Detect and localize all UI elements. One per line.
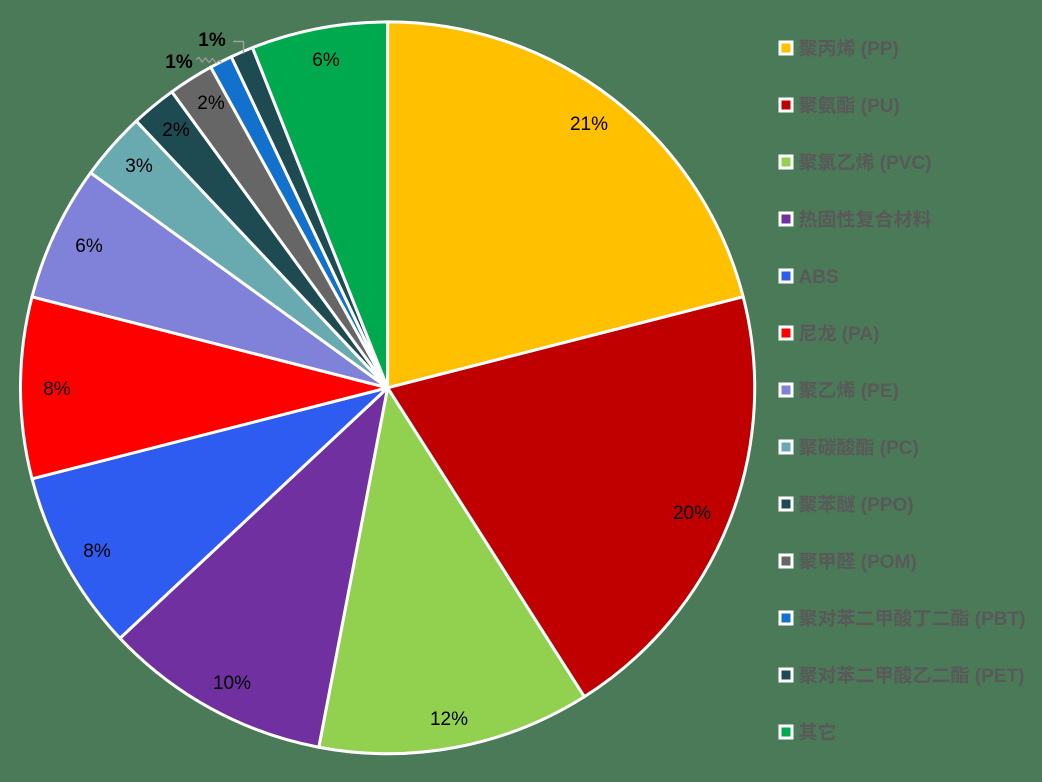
- svg-text:3%: 3%: [125, 156, 153, 177]
- svg-text:(PU): (PU): [861, 96, 900, 117]
- svg-text:21%: 21%: [570, 114, 608, 135]
- svg-text:8%: 8%: [83, 541, 111, 562]
- svg-text:10%: 10%: [213, 673, 251, 694]
- svg-text:(PVC): (PVC): [880, 153, 932, 174]
- svg-text:(PET): (PET): [975, 666, 1025, 687]
- svg-text:20%: 20%: [673, 503, 711, 524]
- svg-text:6%: 6%: [312, 50, 340, 71]
- svg-text:(PC): (PC): [880, 438, 919, 459]
- svg-text:6%: 6%: [75, 236, 103, 257]
- svg-text:1%: 1%: [198, 30, 226, 51]
- svg-text:(PA): (PA): [842, 324, 880, 345]
- svg-text:12%: 12%: [430, 709, 468, 730]
- svg-text:(PBT): (PBT): [975, 609, 1026, 630]
- svg-text:2%: 2%: [162, 120, 190, 141]
- svg-text:1%: 1%: [165, 52, 193, 73]
- svg-text:ABS: ABS: [799, 267, 839, 288]
- svg-text:8%: 8%: [43, 379, 71, 400]
- svg-text:2%: 2%: [197, 93, 225, 114]
- svg-text:(PE): (PE): [861, 381, 899, 402]
- svg-text:(PP): (PP): [861, 39, 899, 60]
- svg-text:(PPO): (PPO): [861, 495, 914, 516]
- svg-text:(POM): (POM): [861, 552, 917, 573]
